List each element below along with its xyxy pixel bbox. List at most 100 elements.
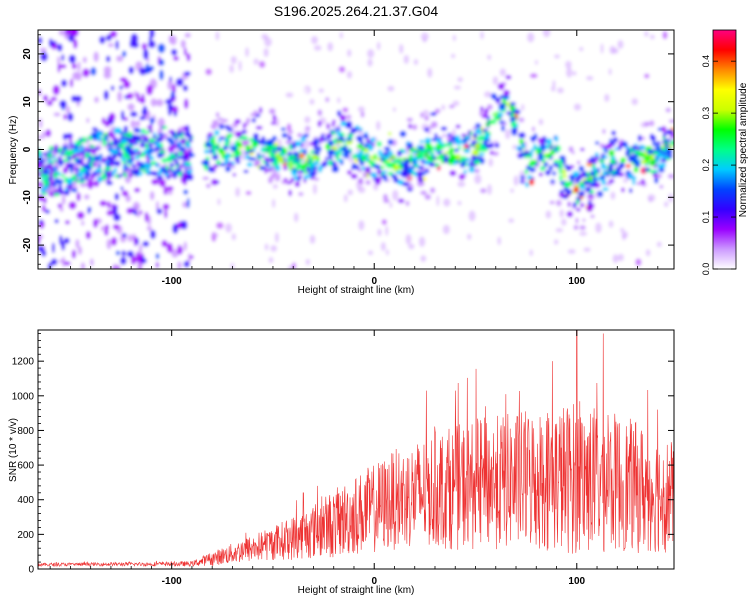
heatmap-cell: [602, 129, 606, 134]
heatmap-cell: [71, 63, 77, 70]
heatmap-cell: [474, 143, 480, 149]
heatmap-cell: [127, 103, 135, 111]
heatmap-cell: [300, 169, 304, 174]
heatmap-cell: [52, 84, 61, 96]
heatmap-cell: [272, 135, 277, 141]
heatmap-cell: [619, 163, 624, 169]
heatmap-cell: [213, 164, 219, 169]
heatmap-cell: [245, 47, 250, 58]
heatmap-cell: [157, 171, 162, 176]
heatmap-cell: [107, 131, 113, 138]
heatmap-cell: [336, 130, 342, 137]
heatmap-cell: [123, 125, 129, 133]
heatmap-cell: [567, 201, 571, 208]
heatmap-cell: [612, 137, 618, 143]
heatmap-cell: [419, 176, 424, 184]
heatmap-cell: [166, 242, 174, 253]
spectrogram-ytick-label: 20: [22, 48, 33, 60]
heatmap-cell: [61, 145, 68, 151]
heatmap-cell: [217, 117, 224, 121]
heatmap-cell: [148, 149, 154, 154]
heatmap-cell: [272, 183, 278, 189]
colorbar-ticks: 0.0 0.1 0.2 0.3 0.4: [701, 55, 736, 275]
heatmap-cell: [409, 153, 413, 158]
heatmap-cell: [392, 156, 396, 160]
heatmap-cell: [627, 148, 631, 153]
heatmap-cell: [271, 198, 276, 209]
heatmap-cell: [255, 158, 261, 166]
heatmap-cell: [346, 121, 353, 128]
heatmap-cell: [264, 157, 270, 163]
heatmap-cell: [74, 153, 82, 157]
heatmap-cell: [38, 135, 42, 140]
heatmap-cell: [472, 149, 479, 154]
heatmap-cell: [113, 137, 119, 142]
heatmap-cell: [419, 140, 424, 144]
heatmap-cell: [93, 135, 98, 140]
colorbar-tick-label: 0.1: [701, 211, 711, 224]
heatmap-cell: [121, 250, 127, 257]
heatmap-cell: [660, 155, 667, 159]
heatmap-cell: [453, 85, 462, 90]
heatmap-cell: [484, 108, 489, 115]
heatmap-cell: [69, 167, 74, 174]
heatmap-cell: [106, 238, 112, 250]
heatmap-cell: [590, 182, 596, 188]
heatmap-cell: [550, 181, 555, 186]
heatmap-cell: [220, 163, 227, 167]
heatmap-cell: [637, 134, 642, 142]
heatmap-cell: [336, 159, 344, 163]
heatmap-cell: [328, 159, 333, 167]
heatmap-cell: [91, 126, 98, 132]
heatmap-cell: [318, 136, 323, 144]
heatmap-cell: [61, 54, 65, 62]
heatmap-cell: [461, 133, 467, 138]
heatmap-cell: [563, 181, 570, 188]
heatmap-cell: [452, 100, 460, 106]
heatmap-cell: [579, 231, 588, 236]
heatmap-cell: [619, 139, 624, 143]
heatmap-cell: [380, 157, 385, 162]
heatmap-cell: [245, 144, 251, 152]
heatmap-cell: [520, 103, 525, 111]
heatmap-cell: [238, 60, 242, 72]
heatmap-cell: [585, 75, 594, 81]
heatmap-cell: [358, 150, 364, 156]
heatmap-cell: [608, 166, 614, 173]
heatmap-cell: [58, 234, 63, 246]
heatmap-cell: [88, 136, 93, 141]
heatmap-cell: [468, 210, 476, 222]
heatmap-cell: [538, 118, 544, 126]
heatmap-cell: [141, 256, 145, 263]
heatmap-cell: [609, 138, 613, 144]
heatmap-cell: [159, 149, 166, 155]
heatmap-cell: [186, 197, 190, 209]
heatmap-cell: [142, 48, 149, 60]
heatmap-cell: [72, 30, 79, 37]
heatmap-cell: [587, 200, 592, 207]
heatmap-cell: [381, 219, 387, 225]
heatmap-cell: [385, 160, 392, 168]
heatmap-cell: [602, 187, 609, 192]
heatmap-cell: [346, 114, 352, 120]
heatmap-cell: [205, 68, 213, 76]
heatmap-cell: [310, 35, 319, 45]
heatmap-cell: [652, 150, 659, 155]
heatmap-cell: [312, 139, 319, 145]
heatmap-cell: [388, 150, 394, 156]
heatmap-cell: [126, 207, 134, 215]
heatmap-cell: [165, 186, 174, 192]
heatmap-cell: [131, 134, 136, 140]
heatmap-cell: [53, 160, 58, 166]
heatmap-cell: [579, 184, 586, 190]
heatmap-cell: [181, 220, 188, 230]
heatmap-cell: [175, 160, 179, 166]
heatmap-cell: [351, 154, 358, 159]
heatmap-cell: [656, 241, 662, 248]
heatmap-cell: [170, 48, 178, 56]
heatmap-cell: [51, 150, 57, 158]
heatmap-cell: [276, 174, 280, 182]
heatmap-cell: [149, 65, 155, 71]
heatmap-cell: [94, 96, 99, 103]
